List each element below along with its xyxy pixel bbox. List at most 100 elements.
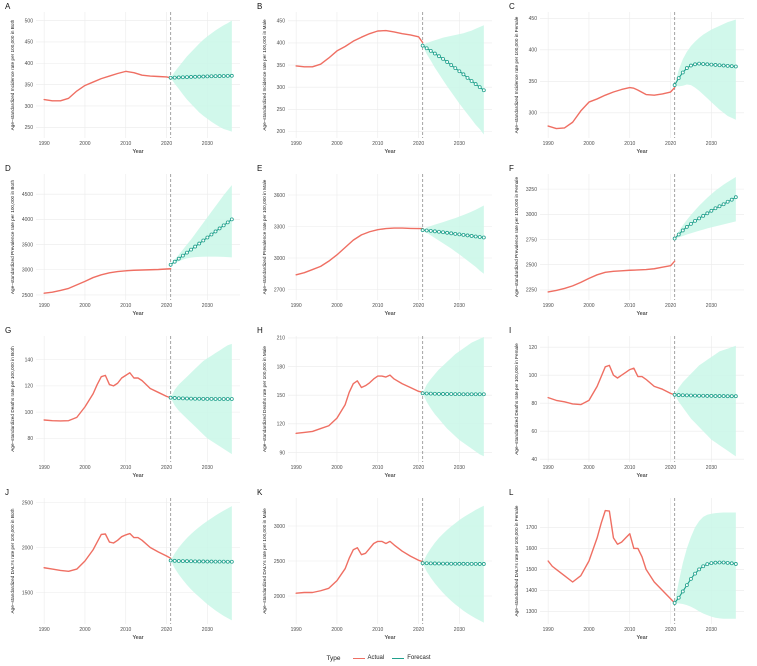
legend-label-forecast: Forecast [407,655,431,661]
forecast-point [217,397,222,401]
x-tick-label: 1990 [291,303,302,309]
forecast-point [680,70,685,75]
y-tick-label: 350 [529,79,538,85]
x-tick-label: 2010 [372,303,383,309]
forecast-point [229,73,234,78]
forecast-point [672,83,677,87]
y-tick-label: 350 [277,63,286,69]
forecast-point [180,75,185,80]
forecast-point [437,561,441,566]
forecast-point [168,75,173,80]
forecast-point [697,61,702,66]
legend: Type Actual Forecast [0,652,757,664]
forecast-line [170,75,232,79]
x-tick-label: 2020 [413,141,424,147]
forecast-point [733,64,738,69]
x-tick-label: 2020 [161,465,172,471]
forecast-point [213,229,218,234]
forecast-point [205,396,210,401]
panel-tag: F [509,164,514,173]
panel-j: 1500 2000 2500 1990 2000 2010 2020 2030 J Year Age… [5,488,240,641]
forecast-line [674,196,737,239]
forecast-point [432,391,437,396]
y-tick-label: 450 [277,19,286,25]
x-tick-label: 2030 [706,465,717,471]
actual-line [43,70,172,102]
forecast-point [676,595,681,600]
x-tick-label: 2010 [624,303,635,309]
x-tick-label: 1990 [39,303,50,309]
y-tick-label: 1700 [526,525,537,531]
forecast-point [185,250,189,255]
forecast-point [709,394,714,398]
forecast-point [201,238,206,243]
forecast-point [193,74,198,79]
actual-line [295,29,424,68]
forecast-point [465,561,470,566]
forecast-point [441,392,445,396]
y-tick-label: 3600 [274,193,285,199]
forecast-point [713,560,718,565]
forecast-point [709,561,714,565]
y-tick-label: 450 [529,16,538,22]
panel-k: 2000 2500 3000 1990 2000 2010 2020 2030 K Year Age… [257,488,492,641]
forecast-line [422,45,485,91]
panel-a: 250 300 350 400 450 500 1990 2000 2010 2020 2030 A Y… [5,2,240,155]
forecast-point [205,74,210,79]
forecast-line [422,392,484,395]
panel-i: 40 60 80 100 120 1990 2000 2010 2020 2030 I Year Age… [509,326,744,479]
forecast-point [441,230,445,235]
y-tick-label: 80 [531,401,537,407]
forecast-point [465,75,470,80]
y-tick-label: 120 [25,384,34,390]
forecast-point [176,256,181,261]
forecast-point [709,62,714,67]
forecast-point [193,244,198,249]
forecast-point [689,576,693,581]
y-axis-title: Age–standardized Incidence rate per 100,… [514,16,519,133]
forecast-point [432,561,437,566]
x-axis-title: Year [132,149,143,155]
y-tick-label: 200 [277,129,286,135]
forecast-line [422,562,484,565]
panel-tag: L [509,488,514,497]
forecast-point [717,560,722,565]
forecast-point [225,220,230,225]
panel-tag: I [509,326,511,335]
x-tick-label: 2010 [120,141,131,147]
forecast-point [693,62,697,67]
x-tick-label: 2000 [331,627,342,633]
x-tick-label: 2000 [331,141,342,147]
forecast-point [420,391,425,396]
forecast-point [717,63,722,68]
forecast-point [733,562,738,566]
x-tick-label: 2020 [413,627,424,633]
forecast-point [705,562,710,567]
y-tick-label: 2750 [526,237,537,243]
forecast-point [721,202,726,207]
y-tick-label: 400 [529,48,538,54]
x-tick-label: 1990 [291,465,302,471]
y-tick-label: 1500 [22,590,33,596]
x-tick-label: 2000 [79,627,90,633]
forecast-point [180,396,185,401]
x-tick-label: 2000 [79,141,90,147]
y-tick-label: 2500 [274,559,285,565]
forecast-point [477,392,482,397]
x-tick-label: 1990 [543,303,554,309]
forecast-point [481,88,486,93]
forecast-point [209,559,214,564]
y-axis-title: Age–standardized Deaths rate per 100,000… [514,343,519,455]
x-tick-label: 2000 [583,141,594,147]
forecast-point [445,392,450,396]
y-tick-label: 80 [27,436,33,442]
forecast-point [465,392,470,397]
y-axis-title: Age–standardized DALYs rate per 100,000 … [262,508,267,614]
forecast-point [461,72,466,77]
y-tick-label: 350 [25,82,34,88]
forecast-point [709,208,714,213]
y-tick-label: 90 [279,450,285,456]
forecast-point [201,396,206,401]
x-tick-label: 2030 [202,465,213,471]
x-tick-label: 2020 [665,465,676,471]
